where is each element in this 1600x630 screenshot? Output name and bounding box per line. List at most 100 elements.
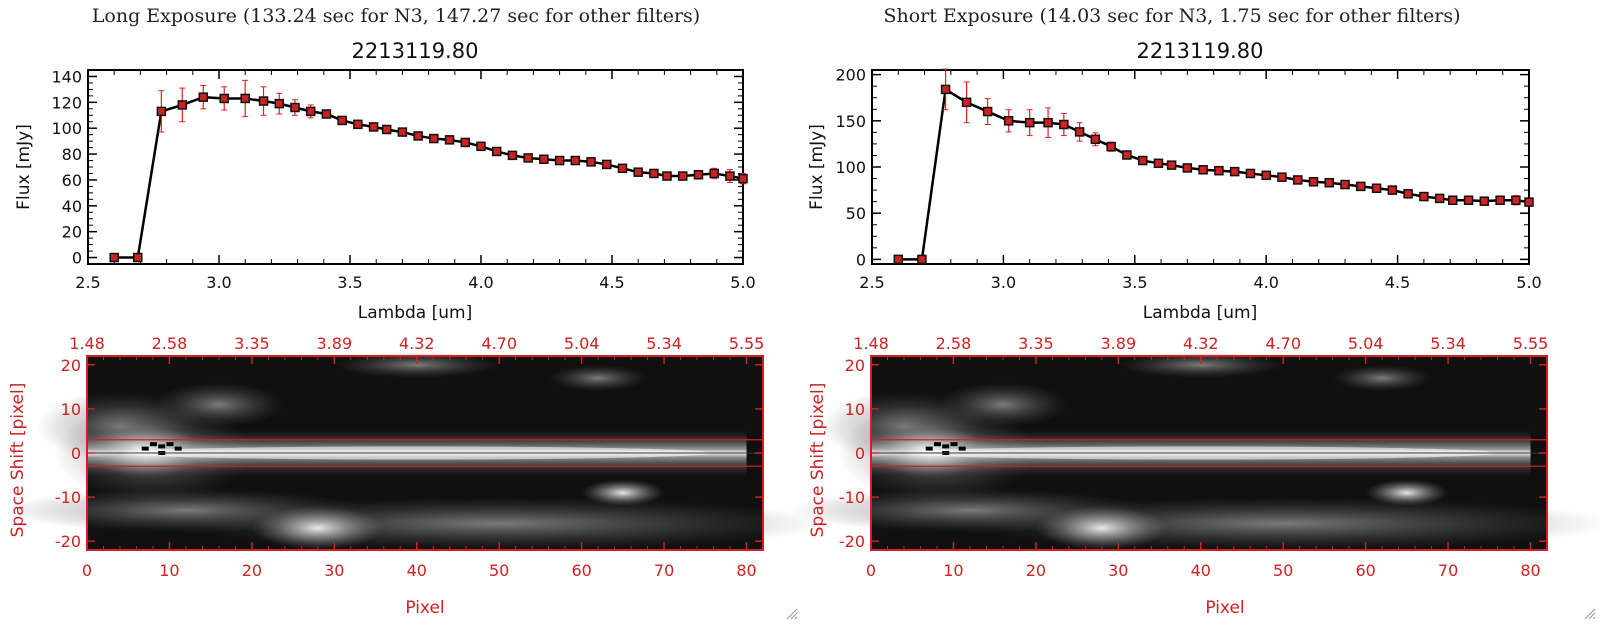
data-point <box>1324 177 1335 188</box>
data-point <box>1371 183 1382 193</box>
data-point <box>570 155 581 166</box>
image-top-tick-label: 5.34 <box>1430 334 1466 353</box>
y-tick-label: 60 <box>62 171 82 190</box>
saturated-pixel <box>925 446 933 451</box>
image-y-tick-label: -10 <box>839 488 865 507</box>
image-x-tick-label: 20 <box>242 561 262 580</box>
data-point <box>709 168 719 179</box>
y-tick-label: 200 <box>835 66 866 85</box>
image-x-tick-label: 30 <box>1108 561 1128 580</box>
data-point <box>961 97 972 108</box>
image-y-tick-label: 20 <box>61 356 81 375</box>
image-y-tick-label: 20 <box>845 356 865 375</box>
image-top-tick-label: 5.55 <box>1513 334 1549 353</box>
data-point <box>1511 195 1521 206</box>
data-point <box>1137 155 1148 166</box>
data-point <box>633 167 643 177</box>
data-point <box>602 159 612 170</box>
data-point <box>381 124 392 135</box>
image-y-tick-label: -20 <box>839 532 865 551</box>
data-point <box>305 106 316 117</box>
data-point <box>444 135 455 145</box>
data-point <box>109 252 119 263</box>
data-point <box>1003 116 1014 126</box>
image-top-tick-label: 4.32 <box>1183 334 1219 353</box>
y-tick-label: 40 <box>62 197 82 216</box>
data-point <box>917 254 927 265</box>
data-point <box>476 141 486 152</box>
long-spectral-image <box>4 351 829 550</box>
x-tick-label: 3.0 <box>206 273 231 292</box>
data-point <box>429 133 439 144</box>
data-point <box>1277 172 1287 182</box>
x-tick-label: 2.5 <box>75 273 100 292</box>
saturated-pixel <box>933 442 941 447</box>
image-top-tick-label: 1.48 <box>853 334 889 353</box>
x-tick-label: 3.5 <box>337 273 362 292</box>
data-point <box>240 93 250 104</box>
image-x-tick-label: 70 <box>1438 561 1458 580</box>
data-point <box>368 122 379 132</box>
saturated-pixel <box>174 446 182 451</box>
data-point <box>677 171 688 181</box>
image-x-tick-label: 50 <box>1273 561 1293 580</box>
x-tick-label: 3.0 <box>991 273 1016 292</box>
long-exposure-image-x-label: Pixel <box>405 598 444 618</box>
short-exposure-spectrum-plot: 2213119.80 Lambda [um] Flux [mJy] 2.5 3.0… <box>807 39 1542 323</box>
data-point <box>1106 141 1116 152</box>
y-tick-label: 100 <box>51 119 82 138</box>
data-point <box>725 171 735 181</box>
y-tick-label: 0 <box>856 250 866 269</box>
data-point <box>353 119 363 130</box>
data-point <box>586 157 596 167</box>
resize-grip-icon[interactable] <box>786 608 798 620</box>
saturated-pixel <box>158 444 166 449</box>
data-point <box>649 168 659 179</box>
nebula-blob <box>334 351 500 379</box>
image-y-tick-label: 0 <box>71 444 81 463</box>
image-top-tick-label: 5.04 <box>1348 334 1384 353</box>
short-exposure-image-plot: Pixel Space Shift [pixel] 01.48102.58203… <box>788 334 1600 618</box>
image-y-tick-label: 10 <box>845 400 865 419</box>
data-point <box>940 84 951 95</box>
data-point <box>177 100 188 110</box>
data-point <box>523 153 533 163</box>
image-x-tick-label: 60 <box>1355 561 1375 580</box>
image-top-tick-label: 1.48 <box>69 334 105 353</box>
y-tick-label: 0 <box>72 249 82 268</box>
resize-grip-icon[interactable] <box>1584 608 1596 620</box>
y-tick-label: 80 <box>62 145 82 164</box>
saturated-pixel <box>166 442 174 447</box>
data-point <box>1166 160 1177 170</box>
y-tick-label: 20 <box>62 223 82 242</box>
saturated-pixel <box>958 446 966 451</box>
image-top-tick-label: 4.70 <box>481 334 517 353</box>
data-point <box>507 150 518 161</box>
data-point <box>397 127 408 137</box>
data-point <box>1059 119 1069 130</box>
image-x-tick-label: 30 <box>324 561 344 580</box>
data-point <box>1463 195 1474 206</box>
image-y-tick-label: 0 <box>855 444 865 463</box>
y-tick-label: 150 <box>835 112 866 131</box>
x-tick-label: 4.0 <box>468 273 493 292</box>
data-point <box>662 171 672 181</box>
image-y-tick-label: -10 <box>55 488 81 507</box>
image-top-tick-label: 4.32 <box>399 334 435 353</box>
long-exposure-spectrum-plot: 2213119.80 Lambda [um] Flux [mJy] 2.5 3.0… <box>14 39 756 323</box>
long-exposure-heading: Long Exposure (133.24 sec for N3, 147.27… <box>92 5 700 27</box>
data-point <box>1182 163 1193 173</box>
data-point <box>133 252 143 263</box>
data-point <box>1090 134 1101 145</box>
data-point <box>1419 191 1429 202</box>
data-point <box>1524 197 1534 207</box>
image-x-tick-label: 50 <box>489 561 509 580</box>
long-plot-frame <box>87 69 744 265</box>
image-x-tick-label: 80 <box>736 561 756 580</box>
short-exposure-image-x-label: Pixel <box>1205 598 1244 618</box>
x-tick-label: 4.5 <box>1385 273 1410 292</box>
y-tick-label: 120 <box>51 93 82 112</box>
data-point <box>1245 168 1256 179</box>
short-exposure-heading: Short Exposure (14.03 sec for N3, 1.75 s… <box>883 5 1460 27</box>
data-point <box>617 163 628 174</box>
